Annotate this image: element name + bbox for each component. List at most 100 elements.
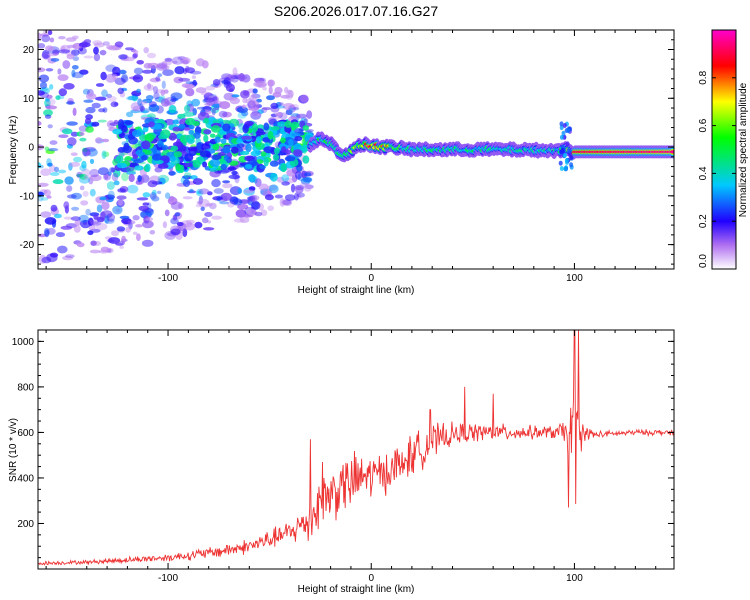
heatmap-blob (269, 160, 279, 167)
heatmap-blob (58, 169, 67, 174)
heatmap-blob (267, 130, 274, 140)
heatmap-blob (178, 124, 186, 129)
heatmap-blob (284, 86, 289, 94)
heatmap-blob (40, 211, 52, 218)
y-tick-label: 800 (17, 382, 34, 393)
heatmap-blob (102, 151, 110, 158)
heatmap-blob (142, 192, 151, 198)
heatmap-blob (207, 220, 212, 224)
x-tick-label: 100 (566, 273, 583, 284)
heatmap-blob (79, 132, 85, 136)
heatmap-blob (288, 138, 294, 147)
heatmap-blob (101, 150, 107, 159)
snr-panel: -100 0 100 200 400 600 800 1000 Height of strai… (8, 329, 675, 595)
heatmap-blob (251, 201, 261, 210)
heatmap-blob (268, 86, 273, 95)
heatmap-blob (300, 94, 309, 103)
heatmap-blob (66, 194, 77, 199)
heatmap-blob (115, 242, 124, 246)
colorbar-tick-label: 0.6 (698, 118, 709, 132)
heatmap-blob (297, 192, 305, 198)
heatmap-blob (84, 117, 92, 125)
snr-axes: -100 0 100 200 400 600 800 1000 (12, 329, 674, 584)
heatmap-blob (48, 164, 56, 173)
heatmap-blob (178, 77, 191, 82)
heatmap-blob (147, 180, 158, 188)
heatmap-blob (66, 185, 73, 192)
heatmap-blob (295, 170, 302, 180)
heatmap-blob (170, 145, 179, 152)
heatmap-blob (147, 62, 159, 69)
heatmap-blob (95, 96, 107, 101)
heatmap-blob (274, 147, 280, 155)
heatmap-blob (112, 205, 123, 215)
heatmap-blob (176, 138, 182, 148)
heatmap-blob (43, 189, 51, 197)
heatmap-blob (182, 162, 194, 168)
colorbar-label: Normalized spectral amplitude (738, 82, 749, 217)
heatmap-blob (139, 103, 144, 112)
heatmap-blob (563, 152, 568, 158)
heatmap-blob (196, 201, 203, 205)
heatmap-blob (302, 125, 309, 131)
heatmap-blob (203, 117, 209, 124)
heatmap-blob (220, 138, 227, 144)
heatmap-blob (213, 188, 224, 194)
heatmap-blob (192, 159, 201, 168)
heatmap-blob (223, 155, 229, 161)
heatmap-blob (211, 179, 221, 188)
heatmap-blob (268, 184, 279, 194)
heatmap-blob (259, 165, 266, 170)
heatmap-blob (112, 73, 118, 81)
heatmap-blob (106, 93, 113, 99)
heatmap-blob (49, 172, 60, 176)
heatmap-blob (188, 130, 194, 135)
heatmap-blob (183, 111, 195, 117)
heatmap-blob (57, 68, 62, 75)
heatmap-blob (230, 146, 239, 154)
heatmap-blob (260, 151, 267, 157)
heatmap-blob (83, 55, 94, 59)
heatmap-blob (79, 185, 85, 191)
heatmap-blob (117, 188, 126, 193)
heatmap-blob (38, 162, 41, 169)
heatmap-blob (251, 200, 260, 210)
heatmap-blob (106, 181, 115, 190)
heatmap-blob (88, 220, 100, 225)
heatmap-blob (149, 230, 156, 235)
heatmap-blob (47, 53, 58, 57)
x-tick-label: 0 (368, 573, 374, 584)
heatmap-blob (189, 70, 202, 75)
heatmap-blob (93, 46, 99, 55)
heatmap-blob (196, 142, 202, 151)
heatmap-blob (40, 197, 49, 201)
heatmap-blob (270, 126, 280, 131)
heatmap-blob (70, 152, 78, 156)
heatmap-blob (231, 94, 240, 98)
heatmap-blob (192, 178, 203, 185)
heatmap-blob (38, 67, 46, 73)
heatmap-blob (250, 112, 262, 117)
heatmap-blob (231, 170, 238, 176)
heatmap-blob (109, 167, 115, 173)
heatmap-blob (199, 143, 211, 151)
heatmap-blob (262, 137, 271, 143)
heatmap-blob (95, 223, 108, 231)
heatmap-blob (174, 66, 185, 75)
heatmap-blob (133, 67, 144, 75)
heatmap-blob (200, 91, 212, 96)
heatmap-blob (127, 95, 139, 101)
heatmap-blob (182, 196, 193, 200)
heatmap-blob (132, 52, 139, 59)
heatmap-blob (39, 91, 50, 99)
heatmap-blob (173, 151, 183, 158)
heatmap-blob (38, 43, 46, 49)
heatmap-blob (222, 183, 233, 189)
heatmap-blob (93, 241, 101, 246)
heatmap-blob (285, 92, 294, 100)
heatmap-blob (41, 51, 51, 60)
heatmap-blob (111, 173, 119, 182)
heatmap-blob (72, 56, 80, 62)
heatmap-blob (153, 123, 162, 130)
heatmap-blob (140, 108, 150, 114)
